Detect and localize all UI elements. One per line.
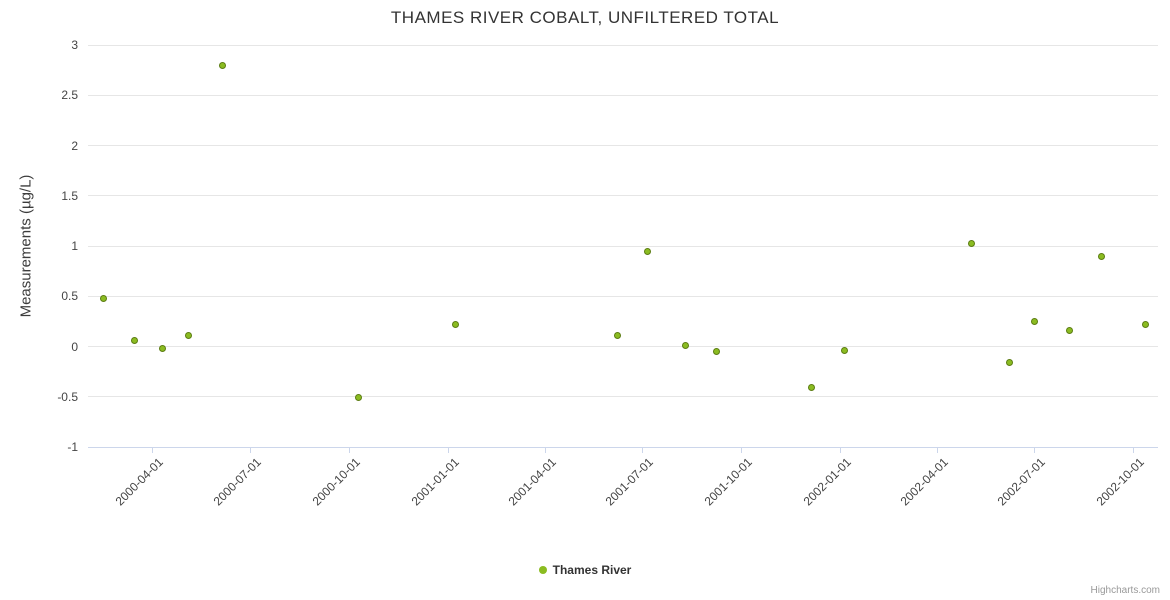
legend-label: Thames River bbox=[552, 563, 632, 577]
x-axis-tick bbox=[1034, 447, 1036, 453]
x-axis-tick bbox=[544, 447, 546, 453]
legend-item[interactable]: Thames River bbox=[0, 563, 1170, 577]
y-gridline bbox=[88, 346, 1158, 347]
data-point[interactable] bbox=[644, 247, 652, 255]
chart-title: THAMES RIVER COBALT, UNFILTERED TOTAL bbox=[390, 8, 780, 27]
y-axis-tick-label: 0.5 bbox=[61, 289, 78, 304]
x-axis-tick-label: 2002-07-01 bbox=[995, 455, 1049, 509]
y-axis-tick-label: 2.5 bbox=[61, 88, 78, 103]
x-axis-tick bbox=[349, 447, 351, 453]
x-axis-tick-label: 2000-04-01 bbox=[113, 455, 167, 509]
y-gridline bbox=[88, 245, 1158, 247]
y-gridline bbox=[88, 295, 1158, 297]
x-axis-tick-label: 2001-10-01 bbox=[701, 455, 756, 509]
y-gridline bbox=[88, 396, 1158, 398]
x-axis-tick-label: 2000-10-01 bbox=[309, 455, 363, 509]
data-point[interactable] bbox=[451, 320, 459, 328]
y-gridline bbox=[88, 94, 1158, 96]
data-point[interactable] bbox=[158, 345, 166, 352]
y-axis-tick-label: 0 bbox=[71, 339, 78, 354]
y-axis-tick-label: -0.5 bbox=[57, 389, 78, 404]
data-point[interactable] bbox=[1141, 320, 1149, 328]
data-point[interactable] bbox=[614, 331, 622, 339]
x-axis-tick bbox=[642, 447, 644, 453]
data-point[interactable] bbox=[355, 394, 363, 402]
y-gridline bbox=[88, 145, 1158, 146]
x-axis-tick-label: 2001-04-01 bbox=[505, 455, 559, 509]
x-axis-tick bbox=[447, 447, 449, 453]
y-gridline bbox=[88, 195, 1158, 197]
x-axis-tick-label: 2002-10-01 bbox=[1093, 455, 1148, 509]
x-axis-tick-label: 2001-07-01 bbox=[602, 455, 657, 509]
x-axis-tick-label: 2002-04-01 bbox=[897, 455, 951, 509]
data-point[interactable] bbox=[130, 336, 138, 344]
data-point[interactable] bbox=[99, 294, 107, 302]
data-point[interactable] bbox=[1066, 326, 1074, 334]
data-point[interactable] bbox=[1030, 317, 1038, 325]
data-point[interactable] bbox=[185, 331, 193, 339]
x-axis-tick bbox=[741, 447, 743, 453]
y-axis-tick-label: 3 bbox=[71, 38, 78, 52]
x-axis-tick-label: 2002-01-01 bbox=[800, 455, 854, 509]
credits-link[interactable]: Highcharts.com bbox=[1090, 585, 1160, 596]
data-point[interactable] bbox=[840, 347, 848, 355]
data-point[interactable] bbox=[1097, 252, 1105, 260]
y-axis-tick-label: 2 bbox=[71, 138, 78, 153]
data-point[interactable] bbox=[712, 348, 720, 356]
x-axis-tick-label: 2001-01-01 bbox=[408, 455, 462, 509]
x-axis-tick bbox=[250, 447, 252, 453]
y-axis-tick-label: 1.5 bbox=[61, 188, 78, 203]
x-axis-tick bbox=[936, 447, 938, 453]
x-axis-line bbox=[88, 447, 1158, 448]
data-point[interactable] bbox=[967, 240, 975, 248]
x-axis-tick bbox=[840, 447, 841, 453]
data-point[interactable] bbox=[1006, 359, 1014, 367]
legend-marker-icon bbox=[538, 566, 547, 574]
data-point[interactable] bbox=[218, 61, 226, 69]
x-axis-tick-label: 2000-07-01 bbox=[210, 455, 265, 509]
y-gridline bbox=[88, 44, 1158, 46]
y-axis-tick-label: 1 bbox=[71, 239, 78, 253]
x-axis-tick bbox=[1133, 447, 1135, 453]
data-point[interactable] bbox=[807, 384, 815, 392]
x-axis-tick bbox=[152, 447, 154, 453]
data-point[interactable] bbox=[681, 341, 689, 349]
y-axis-tick-label: -1 bbox=[67, 440, 78, 454]
